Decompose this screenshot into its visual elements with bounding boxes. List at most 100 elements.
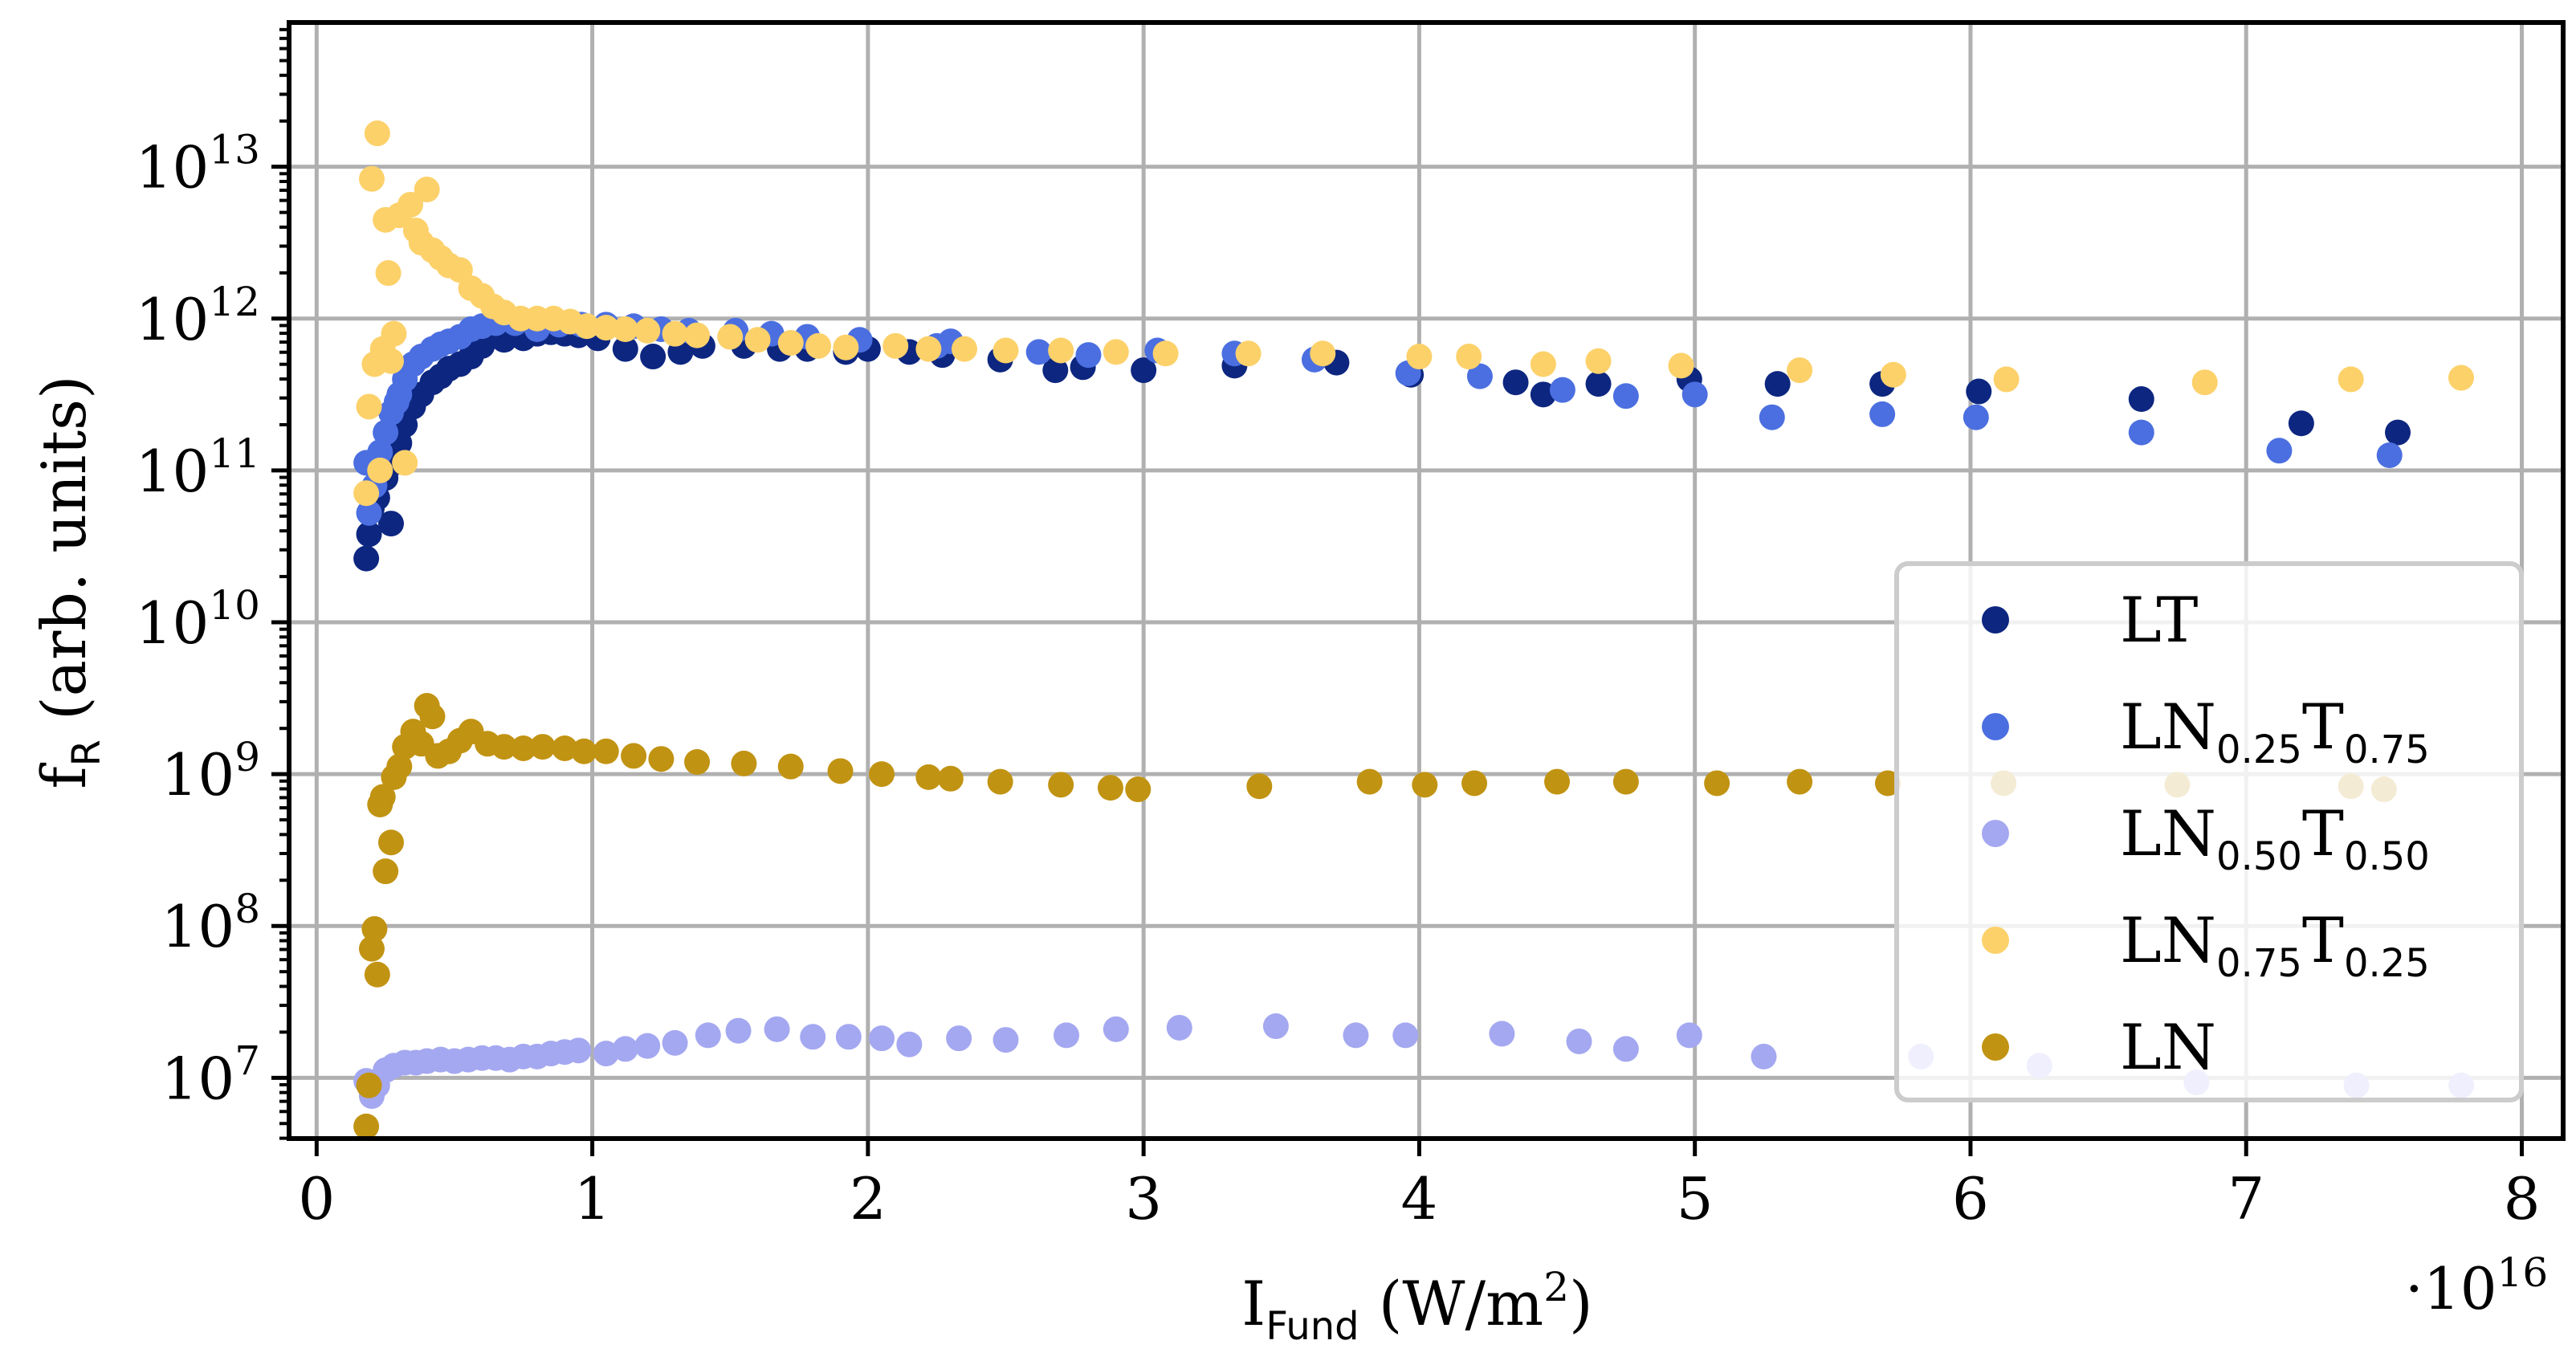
data-point-LN [1125, 776, 1151, 803]
data-point-LN [869, 761, 895, 788]
data-point-LN050T050 [695, 1022, 721, 1049]
data-point-LN050T050 [800, 1024, 826, 1050]
legend-label-LN075T025: LN0.75T0.25 [2120, 905, 2430, 986]
data-point-LN075T025 [634, 317, 661, 344]
data-point-LN025T075 [2128, 419, 2154, 446]
data-point-LN [358, 935, 385, 962]
data-point-LN [915, 764, 942, 790]
data-point-LN050T050 [634, 1033, 661, 1059]
x-tick-label: 3 [1125, 1165, 1162, 1233]
data-point-LN [684, 748, 711, 775]
data-point-LN050T050 [1343, 1022, 1369, 1049]
data-point-LN050T050 [593, 1041, 619, 1067]
legend-box [1894, 561, 2524, 1102]
data-point-LN075T025 [662, 320, 688, 347]
data-point-LN050T050 [896, 1031, 923, 1057]
data-point-LN [1412, 772, 1438, 798]
data-point-LN [571, 738, 597, 764]
data-point-LN025T075 [1681, 381, 1708, 408]
data-point-LN [1048, 772, 1074, 798]
data-point-LT [2385, 419, 2411, 446]
data-point-LN025T075 [1025, 339, 1052, 365]
data-point-LN [356, 1072, 382, 1098]
data-point-LN075T025 [882, 332, 909, 359]
data-point-LN [1097, 775, 1123, 801]
data-point-LN075T025 [833, 334, 859, 361]
y-tick-label: 1012 [136, 279, 260, 353]
legend-marker-LN050T050 [1982, 820, 2009, 847]
data-point-LN075T025 [1406, 344, 1433, 370]
data-point-LN050T050 [565, 1037, 592, 1064]
data-point-LN [593, 738, 619, 764]
x-tick-label: 7 [2228, 1165, 2264, 1233]
data-point-LN075T025 [353, 480, 380, 507]
x-axis-multiplier: ·1016 [2405, 1249, 2548, 1322]
data-point-LN [1704, 770, 1730, 797]
data-point-LN050T050 [1392, 1022, 1419, 1049]
plot-area-frame [287, 20, 2566, 1141]
data-point-LN075T025 [992, 337, 1019, 364]
legend-marker-LN075T025 [1982, 927, 2009, 954]
data-point-LN025T075 [1075, 342, 1102, 369]
data-point-LN [1612, 768, 1639, 795]
x-tick-label: 0 [298, 1165, 335, 1233]
data-point-LN [378, 829, 405, 856]
data-point-LN050T050 [1262, 1013, 1289, 1040]
data-point-LN075T025 [2338, 366, 2364, 393]
data-point-LN050T050 [946, 1025, 972, 1052]
data-point-LN025T075 [373, 419, 399, 446]
data-point-LN [648, 746, 675, 772]
data-point-LN075T025 [1880, 361, 1906, 388]
data-point-LN075T025 [1235, 340, 1262, 367]
data-point-LN [353, 1113, 380, 1139]
legend-label-LT: LT [2120, 585, 2198, 657]
x-tick-label: 5 [1677, 1165, 1714, 1233]
data-point-LN075T025 [378, 348, 405, 374]
y-tick-label: 1013 [136, 127, 260, 202]
data-point-LT [1585, 371, 1612, 397]
data-point-LN075T025 [1103, 339, 1129, 365]
data-point-LN [987, 768, 1013, 795]
data-point-LN050T050 [612, 1036, 638, 1062]
data-point-LN [1246, 773, 1273, 800]
data-point-LN075T025 [2448, 365, 2474, 391]
data-point-LN075T025 [684, 322, 711, 348]
legend-label-LN025T075: LN0.25T0.75 [2120, 691, 2430, 772]
data-point-LN [1461, 770, 1488, 797]
data-point-LN025T075 [1759, 404, 1785, 430]
data-point-LT [1502, 369, 1529, 396]
legend-marker-LN [1982, 1033, 2009, 1061]
data-point-LT [353, 545, 380, 572]
data-point-LN025T075 [1466, 363, 1493, 389]
y-tick-label: 1011 [136, 430, 260, 505]
data-point-LN025T075 [367, 439, 393, 466]
data-point-LT [640, 344, 666, 370]
legend-label-LN050T050: LN0.50T0.50 [2120, 798, 2430, 879]
data-point-LN075T025 [573, 313, 600, 340]
legend: LT LN0.25T0.75 LN0.50T0.50 LN0.75T0.25 LN [1894, 561, 2524, 1102]
data-point-LN050T050 [1166, 1014, 1192, 1041]
x-tick-label: 6 [1952, 1165, 1989, 1233]
data-point-LN075T025 [356, 393, 382, 420]
data-point-LN075T025 [777, 330, 804, 357]
data-point-LN [386, 753, 413, 780]
data-point-LN [777, 753, 804, 780]
x-tick-label: 8 [2504, 1165, 2541, 1233]
data-point-LN075T025 [367, 457, 393, 483]
data-point-LT [2128, 386, 2154, 413]
data-point-LN [364, 961, 390, 988]
data-point-LN075T025 [1310, 340, 1336, 367]
data-point-LT [1764, 371, 1791, 397]
data-point-LN [1356, 768, 1383, 795]
data-point-LN075T025 [358, 165, 385, 192]
data-point-LT [2288, 410, 2314, 437]
data-point-LN050T050 [992, 1027, 1019, 1053]
data-point-LT [612, 336, 638, 362]
data-point-LN075T025 [744, 327, 771, 353]
data-point-LT [356, 521, 382, 548]
data-point-LN050T050 [1054, 1022, 1080, 1049]
data-point-LN050T050 [725, 1017, 752, 1044]
data-point-LN050T050 [1103, 1016, 1129, 1042]
data-point-LN075T025 [392, 450, 418, 476]
